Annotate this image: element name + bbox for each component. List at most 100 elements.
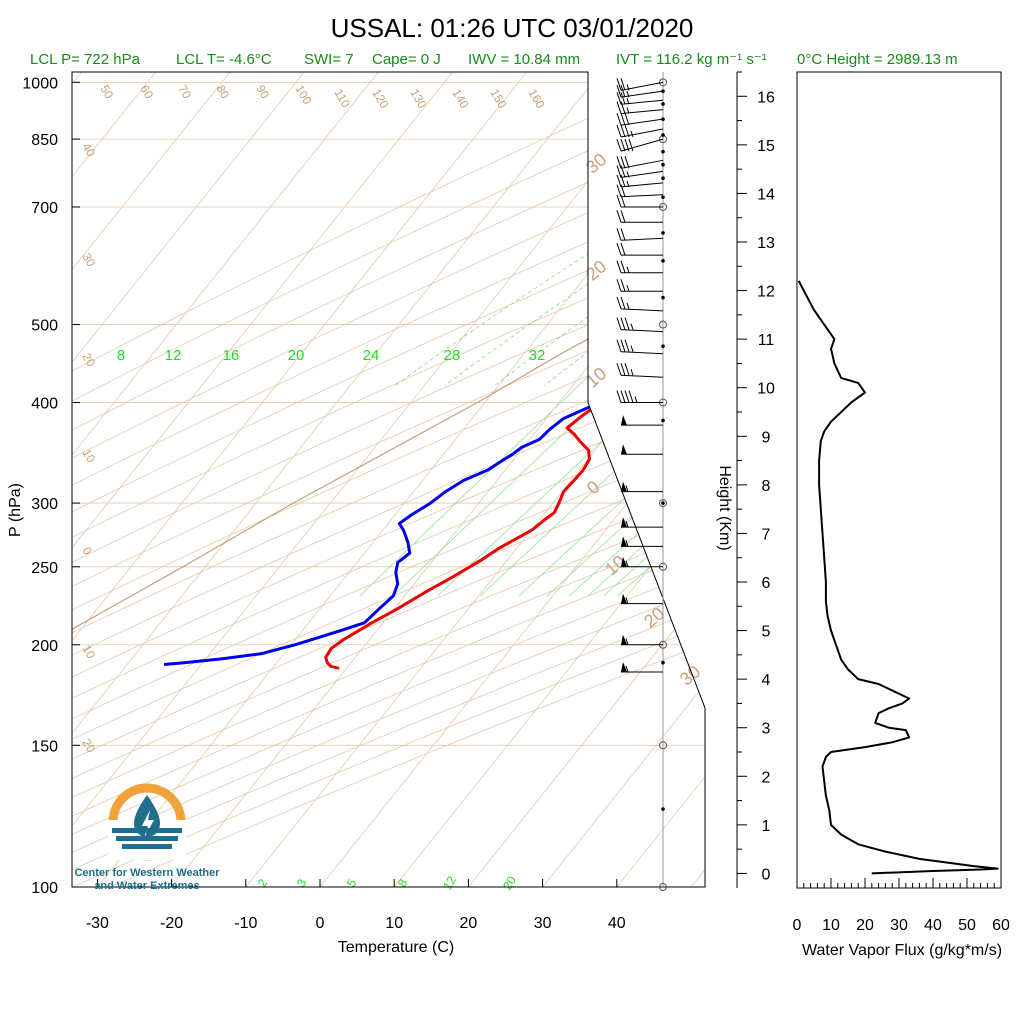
dry-adiabat-label: 100 xyxy=(292,83,314,108)
dry-adiabat xyxy=(72,72,705,887)
isotherm xyxy=(156,72,705,887)
moist-adiabat xyxy=(793,72,1024,386)
wind-barb xyxy=(621,556,663,568)
dry-adiabat xyxy=(72,72,705,887)
dry-adiabat xyxy=(72,72,705,887)
mixing-ratio-label: 8 xyxy=(117,347,125,364)
logo-wave-3 xyxy=(122,844,172,849)
wind-barb xyxy=(616,112,664,126)
height-tick-label: 4 xyxy=(762,672,771,689)
isotherm xyxy=(72,72,236,887)
dry-adiabat-label: 60 xyxy=(137,83,156,102)
dry-adiabat xyxy=(72,72,705,887)
temperature-tick-label: -20 xyxy=(160,915,183,932)
pressure-tick-label: 150 xyxy=(31,738,58,755)
dry-adiabat xyxy=(72,72,705,887)
height-tick-label: 5 xyxy=(762,624,771,641)
height-tick-label: 7 xyxy=(762,526,771,543)
wind-barb xyxy=(616,296,664,312)
level-dot xyxy=(661,231,665,235)
wind-barb xyxy=(616,165,664,178)
isotherm xyxy=(72,72,162,887)
dry-adiabat xyxy=(72,72,705,887)
dry-adiabat xyxy=(72,72,705,887)
pressure-tick-label: 850 xyxy=(31,132,58,149)
height-tick-label: 3 xyxy=(762,721,771,738)
wind-barb xyxy=(616,184,664,198)
dry-adiabat-label: 80 xyxy=(213,83,232,102)
pressure-tick-label: 200 xyxy=(31,638,58,655)
dewpoint-profile xyxy=(163,80,705,666)
height-tick-label: 2 xyxy=(762,769,771,786)
dry-adiabat xyxy=(72,72,705,887)
isotherm-label: 20 xyxy=(582,256,610,284)
isotherm xyxy=(602,72,705,887)
isotherm xyxy=(305,72,705,887)
logo-wave-2 xyxy=(116,836,178,841)
flux-tick-label: 10 xyxy=(822,917,840,934)
dry-adiabat xyxy=(72,72,705,887)
level-dot xyxy=(661,418,665,423)
pressure-tick-label: 400 xyxy=(31,396,58,413)
wind-barb xyxy=(616,124,664,138)
isotherm-label: 30 xyxy=(676,661,704,689)
height-tick-label: 11 xyxy=(758,332,775,349)
height-tick-label: 12 xyxy=(757,284,775,301)
dry-adiabat-label: 20 xyxy=(79,351,98,370)
wind-barb xyxy=(616,339,664,355)
temperature-tick-label: 20 xyxy=(460,915,478,932)
mixing-ratio-line xyxy=(359,72,705,597)
isotherm xyxy=(379,72,705,887)
wind-barb xyxy=(621,517,663,528)
mandatory-level-marker xyxy=(659,320,667,329)
cape-value: Cape= 0 J xyxy=(372,51,441,68)
flux-tick-label: 50 xyxy=(958,917,976,934)
wind-barb xyxy=(616,228,664,241)
wind-barb xyxy=(616,210,663,223)
wind-barb xyxy=(621,444,663,455)
wind-barb xyxy=(616,138,664,152)
moist-adiabat xyxy=(593,72,705,386)
flux-axis-label: Water Vapor Flux (g/kg*m/s) xyxy=(802,942,1002,959)
dry-adiabat-label: 140 xyxy=(449,87,471,112)
mixing-ratio-label: 12 xyxy=(165,347,182,364)
swi-value: SWI= 7 xyxy=(304,51,354,68)
dry-adiabat xyxy=(72,72,705,887)
isotherm xyxy=(751,65,1024,905)
wind-barb xyxy=(616,317,664,333)
dry-adiabat xyxy=(72,72,705,887)
flux-profile xyxy=(797,280,999,875)
flux-tick-label: 20 xyxy=(856,917,874,934)
height-tick-label: 9 xyxy=(762,429,771,446)
height-tick-label: 0 xyxy=(762,866,771,883)
height-axis-label: Height (Km) xyxy=(716,465,733,550)
wind-barb xyxy=(616,78,664,91)
isotherm xyxy=(72,72,310,887)
dry-adiabat-label: 110 xyxy=(331,87,353,111)
pressure-tick-label: 100 xyxy=(31,880,58,897)
logo-wave-1 xyxy=(112,828,182,833)
pressure-tick-label: 500 xyxy=(31,318,58,335)
x-axis-label: Temperature (C) xyxy=(338,939,454,956)
height-tick-label: 14 xyxy=(757,186,775,203)
dry-adiabat xyxy=(72,72,705,887)
temperature-tick-label: 30 xyxy=(534,915,552,932)
isotherm xyxy=(82,72,705,887)
dry-adiabat xyxy=(72,72,705,887)
level-dot xyxy=(661,660,665,665)
moist-adiabat xyxy=(693,72,705,386)
mixing-ratio-line xyxy=(480,72,705,597)
flux-tick-label: 30 xyxy=(890,917,908,934)
mixing-ratio-line xyxy=(546,72,705,597)
wind-barb xyxy=(621,634,663,646)
ivt-value: IVT = 116.2 kg m⁻¹ s⁻¹ xyxy=(616,51,767,68)
wind-barb xyxy=(616,92,664,105)
wind-barb xyxy=(616,390,663,404)
wind-barb xyxy=(621,415,663,426)
level-dot xyxy=(661,344,665,348)
wind-barb xyxy=(616,194,663,208)
mixing-ratio-label: 20 xyxy=(288,347,305,364)
height-tick-label: 1 xyxy=(762,818,771,835)
